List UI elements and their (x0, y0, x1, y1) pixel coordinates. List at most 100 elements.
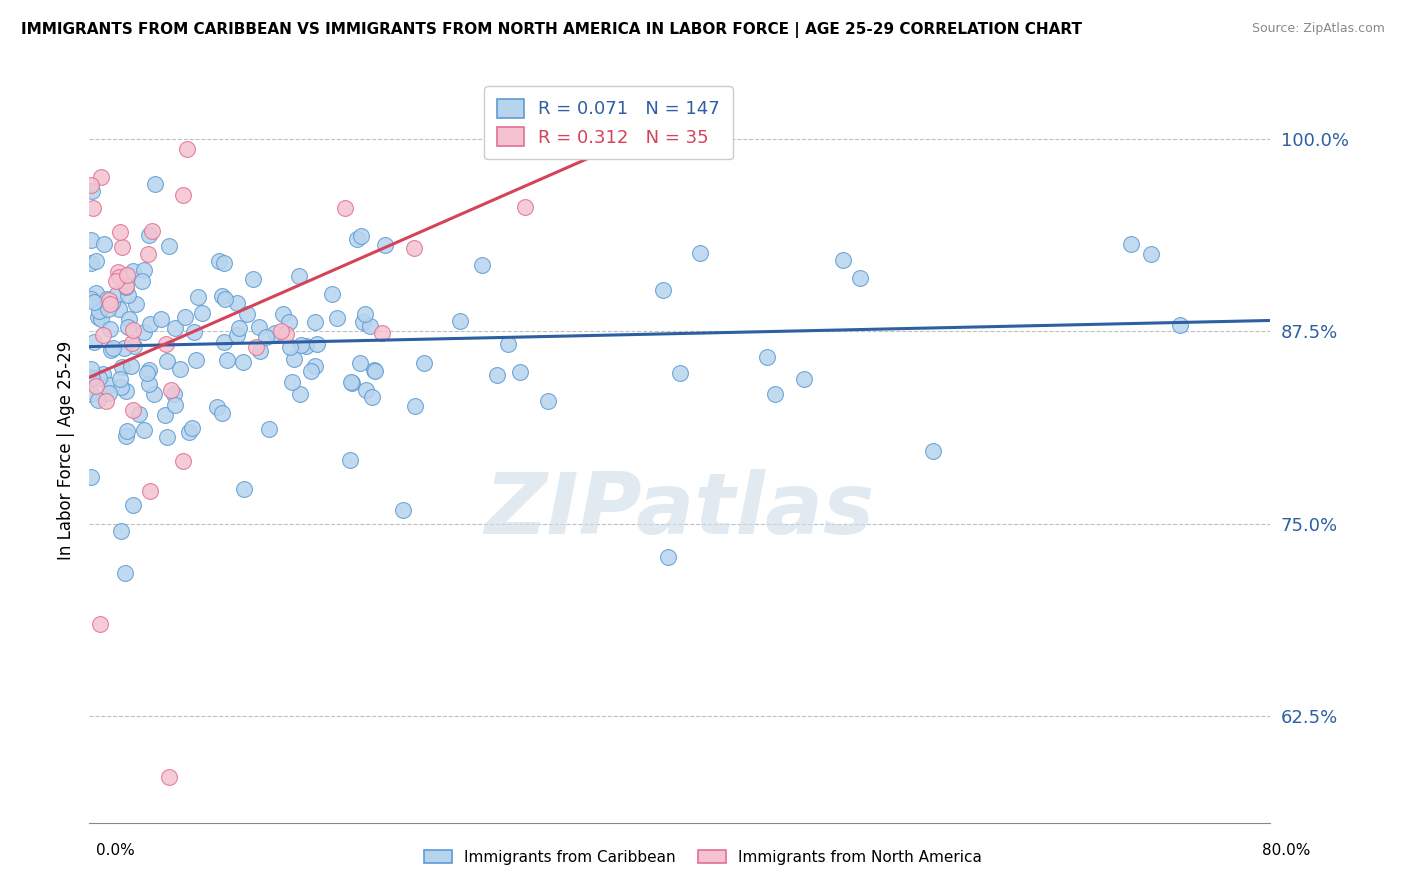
Point (157, 239, 180, 253)
Point (96, 292, 118, 306)
Point (254, 330, 277, 344)
Point (349, 356, 371, 370)
Point (270, 324, 292, 338)
Point (165, 321, 187, 335)
Point (326, 311, 349, 326)
Point (114, 279, 136, 293)
Point (233, 482, 256, 496)
Point (91, 368, 114, 382)
Point (304, 359, 326, 373)
Point (108, 372, 131, 386)
Point (128, 407, 150, 421)
Point (114, 279, 136, 293)
Point (304, 315, 326, 329)
Point (86, 392, 108, 407)
Point (111, 359, 134, 374)
Point (169, 362, 191, 376)
Point (156, 430, 179, 444)
Point (93, 236, 115, 251)
Point (191, 306, 214, 320)
Point (278, 340, 301, 354)
Point (122, 338, 145, 352)
Point (242, 272, 264, 286)
Point (107, 265, 129, 279)
Point (537, 393, 560, 408)
Point (352, 315, 374, 329)
Point (80, 293, 103, 307)
Point (287, 269, 309, 284)
Point (187, 289, 209, 303)
Point (249, 344, 271, 359)
Point (94, 393, 117, 408)
Point (153, 408, 176, 422)
Point (515, 200, 537, 214)
Point (132, 263, 155, 277)
Point (183, 326, 205, 340)
Point (120, 359, 142, 374)
Point (142, 387, 165, 401)
Point (849, 271, 872, 285)
Point (83, 334, 105, 349)
Point (793, 371, 815, 385)
Point (139, 483, 162, 498)
Point (299, 364, 322, 378)
Point (249, 320, 271, 334)
Point (117, 288, 139, 302)
Point (138, 247, 160, 261)
Point (112, 341, 135, 355)
Point (356, 383, 378, 397)
Point (496, 337, 519, 351)
Point (364, 364, 387, 378)
Point (832, 253, 855, 268)
Point (100, 343, 122, 357)
Point (212, 256, 235, 270)
Point (184, 353, 207, 368)
Point (226, 296, 249, 310)
Point (97, 301, 120, 316)
Point (163, 387, 186, 401)
Point (214, 334, 236, 349)
Point (90, 312, 112, 326)
Point (165, 398, 187, 412)
Point (281, 375, 304, 389)
Point (110, 225, 132, 239)
Point (172, 187, 194, 202)
Point (176, 142, 198, 156)
Point (97, 378, 120, 392)
Point (83, 294, 105, 309)
Point (283, 351, 305, 366)
Point (80, 387, 103, 401)
Point (141, 224, 163, 238)
Point (89, 616, 111, 631)
Point (363, 363, 385, 377)
Point (132, 326, 155, 340)
Point (471, 258, 494, 272)
Point (228, 321, 250, 335)
Point (91, 328, 114, 343)
Point (82, 201, 104, 215)
Point (90, 170, 112, 185)
Point (370, 326, 392, 341)
Point (160, 384, 183, 398)
Point (121, 403, 143, 417)
Point (350, 228, 373, 243)
Point (922, 444, 945, 458)
Y-axis label: In Labor Force | Age 25-29: In Labor Force | Age 25-29 (58, 341, 75, 560)
Point (360, 390, 382, 404)
Point (214, 292, 236, 306)
Point (1119, 237, 1142, 252)
Point (80, 371, 103, 385)
Point (80, 362, 103, 376)
Point (172, 454, 194, 468)
Point (157, 770, 180, 784)
Point (449, 314, 471, 328)
Point (138, 227, 160, 242)
Text: Source: ZipAtlas.com: Source: ZipAtlas.com (1251, 22, 1385, 36)
Point (149, 311, 172, 326)
Point (132, 423, 155, 437)
Point (271, 307, 294, 321)
Point (404, 399, 426, 413)
Point (86, 379, 108, 393)
Point (402, 241, 425, 255)
Point (412, 356, 434, 370)
